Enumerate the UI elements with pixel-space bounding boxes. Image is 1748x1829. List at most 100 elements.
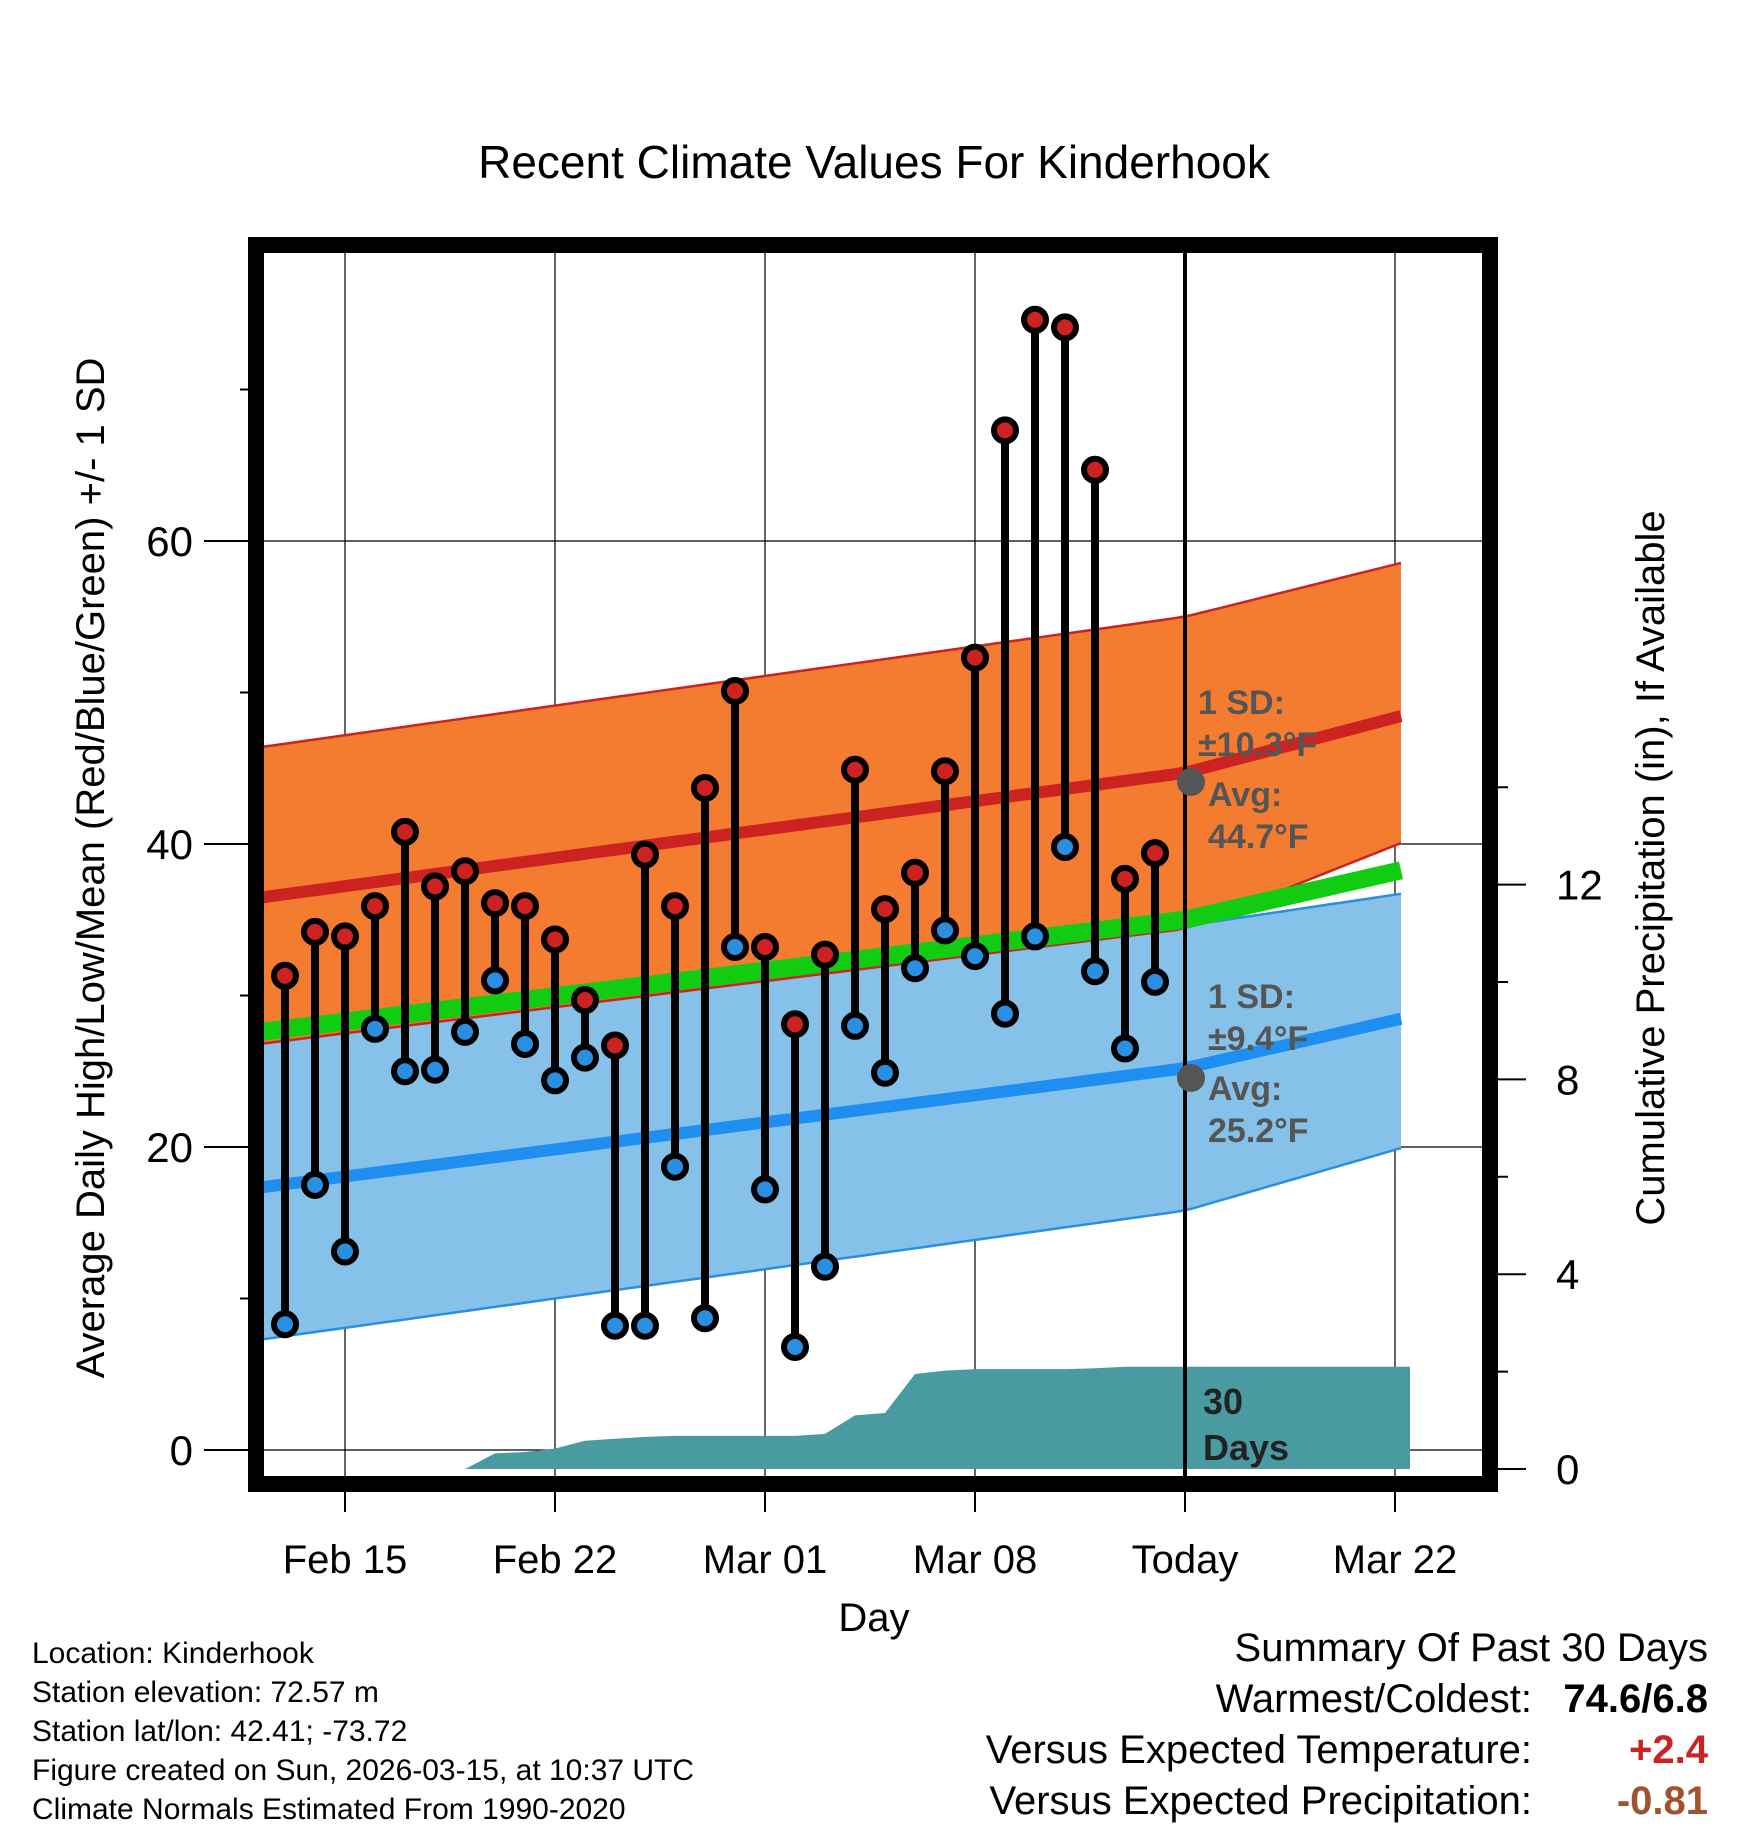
warmest-label: Warmest/Coldest: <box>1215 1677 1532 1721</box>
low-point <box>391 1057 419 1086</box>
high-point <box>871 895 899 924</box>
days-word-label: Days <box>1203 1427 1289 1468</box>
low-point <box>271 1310 299 1339</box>
high-point <box>751 933 779 962</box>
low-avg-value: 25.2°F <box>1208 1112 1309 1150</box>
low-point <box>301 1170 329 1199</box>
y-tick-label: 40 <box>146 821 193 868</box>
low-point <box>751 1175 779 1204</box>
summary-title: Summary Of Past 30 Days <box>1234 1626 1708 1670</box>
high-sd-value: ±10.3°F <box>1198 726 1317 764</box>
high-point <box>1141 839 1169 868</box>
x-axis: Feb 15 Feb 22 Mar 01 Mar 08 Today Mar 22 <box>283 1484 1457 1582</box>
low-point <box>991 999 1019 1028</box>
summary-title-row: Summary Of Past 30 Days <box>808 1623 1708 1674</box>
normal-bands <box>261 561 1404 1341</box>
high-avg-marker <box>1177 768 1205 796</box>
high-avg-label: Avg: <box>1208 776 1282 814</box>
low-point <box>631 1311 659 1340</box>
y2-axis: 0 4 8 12 <box>1490 786 1603 1493</box>
low-point <box>841 1011 869 1040</box>
high-point <box>451 857 479 886</box>
y-tick-label: 60 <box>146 518 193 565</box>
high-point <box>661 892 689 921</box>
low-sd-value: ±9.4°F <box>1208 1020 1308 1058</box>
low-point <box>691 1304 719 1333</box>
low-point <box>961 942 989 971</box>
high-point <box>301 917 329 946</box>
high-point <box>961 643 989 672</box>
low-point <box>541 1066 569 1095</box>
y-tick-label: 20 <box>146 1124 193 1171</box>
low-point <box>901 954 929 983</box>
high-point <box>1111 864 1139 893</box>
y2-tick-label: 4 <box>1556 1251 1579 1298</box>
high-sd-label: 1 SD: <box>1198 684 1285 722</box>
y2-tick-label: 0 <box>1556 1446 1579 1493</box>
station-info: Location: Kinderhook Station elevation: … <box>32 1634 694 1829</box>
high-point <box>991 416 1019 445</box>
high-point <box>331 922 359 951</box>
high-point <box>931 757 959 786</box>
days-count-label: 30 <box>1203 1381 1243 1422</box>
low-point <box>871 1058 899 1087</box>
low-sd-label: 1 SD: <box>1208 978 1295 1016</box>
low-point <box>811 1252 839 1281</box>
precip-value: -0.81 <box>1616 1779 1708 1823</box>
low-avg-label: Avg: <box>1208 1070 1282 1108</box>
high-point <box>361 892 389 921</box>
y2-axis-label: Cumulative Precipitation (in), If Availa… <box>1629 510 1673 1225</box>
plot-area <box>261 250 1485 1479</box>
x-axis-label: Day <box>838 1596 909 1640</box>
low-point <box>721 933 749 962</box>
high-point <box>901 858 929 887</box>
high-point <box>631 840 659 869</box>
high-point <box>481 889 509 918</box>
temp-row: Versus Expected Temperature: +2.4 <box>808 1725 1708 1776</box>
created-text: Figure created on Sun, 2026-03-15, at 10… <box>32 1754 695 1787</box>
high-avg-value: 44.7°F <box>1208 818 1309 856</box>
high-band-edge <box>261 561 1402 749</box>
high-point <box>781 1010 809 1039</box>
low-avg-marker <box>1177 1064 1205 1092</box>
high-point <box>421 872 449 901</box>
low-point <box>1111 1034 1139 1063</box>
low-point <box>931 916 959 945</box>
high-point <box>571 986 599 1015</box>
precip-label: Versus Expected Precipitation: <box>989 1779 1532 1823</box>
chart-title: Recent Climate Values For Kinderhook <box>478 136 1271 188</box>
low-point <box>1081 957 1109 986</box>
warmest-value: 74.6/6.8 <box>1563 1677 1708 1721</box>
y2-tick-label: 8 <box>1556 1056 1579 1103</box>
mean-normal-line <box>261 861 1404 1041</box>
high-point <box>1051 313 1079 342</box>
high-point <box>691 773 719 802</box>
low-point <box>1051 833 1079 862</box>
x-tick-label: Mar 01 <box>703 1538 828 1582</box>
y-axis-label: Average Daily High/Low/Mean (Red/Blue/Gr… <box>69 358 113 1379</box>
precip-area <box>261 1366 1410 1469</box>
low-point <box>451 1017 479 1046</box>
high-point <box>601 1031 629 1060</box>
low-point <box>661 1152 689 1181</box>
daily-range-bars <box>281 319 1159 1347</box>
low-point <box>601 1311 629 1340</box>
latlon-text: Station lat/lon: 42.41; -73.72 <box>32 1715 408 1748</box>
low-point <box>1141 967 1169 996</box>
plot-frame <box>248 237 1498 1492</box>
high-point <box>511 892 539 921</box>
high-point <box>811 940 839 969</box>
x-tick-label: Mar 08 <box>913 1538 1038 1582</box>
high-point <box>841 755 869 784</box>
low-point <box>331 1237 359 1266</box>
warmest-row: Warmest/Coldest: 74.6/6.8 <box>808 1674 1708 1725</box>
low-point <box>1021 922 1049 951</box>
high-normal-line <box>261 710 1403 904</box>
elevation-text: Station elevation: 72.57 m <box>32 1676 379 1709</box>
y-tick-label: 0 <box>170 1427 193 1474</box>
low-point <box>781 1332 809 1361</box>
low-point <box>361 1014 389 1043</box>
high-point <box>391 817 419 846</box>
temp-label: Versus Expected Temperature: <box>985 1728 1532 1772</box>
